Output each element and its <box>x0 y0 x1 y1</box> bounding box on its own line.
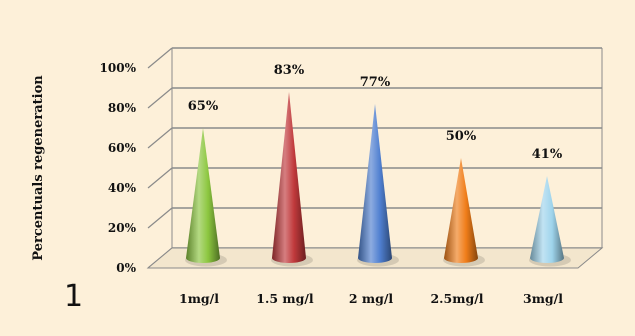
data-label: 77% <box>360 75 391 90</box>
x-tick-labels: 1mg/l 1.5 mg/l 2 mg/l 2.5mg/l 3mg/l <box>179 291 563 306</box>
data-labels: 65% 83% 77% 50% 41% <box>188 63 563 162</box>
gridline-side <box>147 127 173 149</box>
gridline-side <box>147 87 173 109</box>
y-tick-labels: 0% 20% 40% 60% 80% 100% <box>100 61 137 275</box>
data-label: 50% <box>446 129 477 144</box>
data-label: 83% <box>274 63 305 78</box>
x-tick-label: 2.5mg/l <box>430 291 483 306</box>
x-tick-label: 3mg/l <box>523 291 563 306</box>
x-tick-label: 1mg/l <box>179 291 219 306</box>
y-tick-label: 40% <box>108 181 137 195</box>
cone-bar-1 <box>186 128 220 263</box>
cone-bar-4 <box>444 158 478 263</box>
cone-bar-3 <box>358 104 392 263</box>
panel-label: 1 <box>64 279 84 314</box>
y-tick-label: 80% <box>108 101 137 115</box>
cone-bar-2 <box>272 92 306 263</box>
y-axis-title: Percentuals regeneration <box>31 75 46 261</box>
x-tick-label: 2 mg/l <box>349 291 394 306</box>
cone-bar-5 <box>530 176 564 263</box>
y-tick-label: 100% <box>100 61 137 75</box>
gridline-side <box>147 47 173 69</box>
data-label: 65% <box>188 99 219 114</box>
y-tick-label: 60% <box>108 141 137 155</box>
cones <box>185 92 571 267</box>
data-label: 41% <box>532 147 563 162</box>
y-tick-label: 20% <box>108 221 137 235</box>
y-tick-label: 0% <box>116 261 136 275</box>
gridline-side <box>147 207 173 229</box>
gridline-side <box>147 167 173 189</box>
x-tick-label: 1.5 mg/l <box>256 291 314 306</box>
